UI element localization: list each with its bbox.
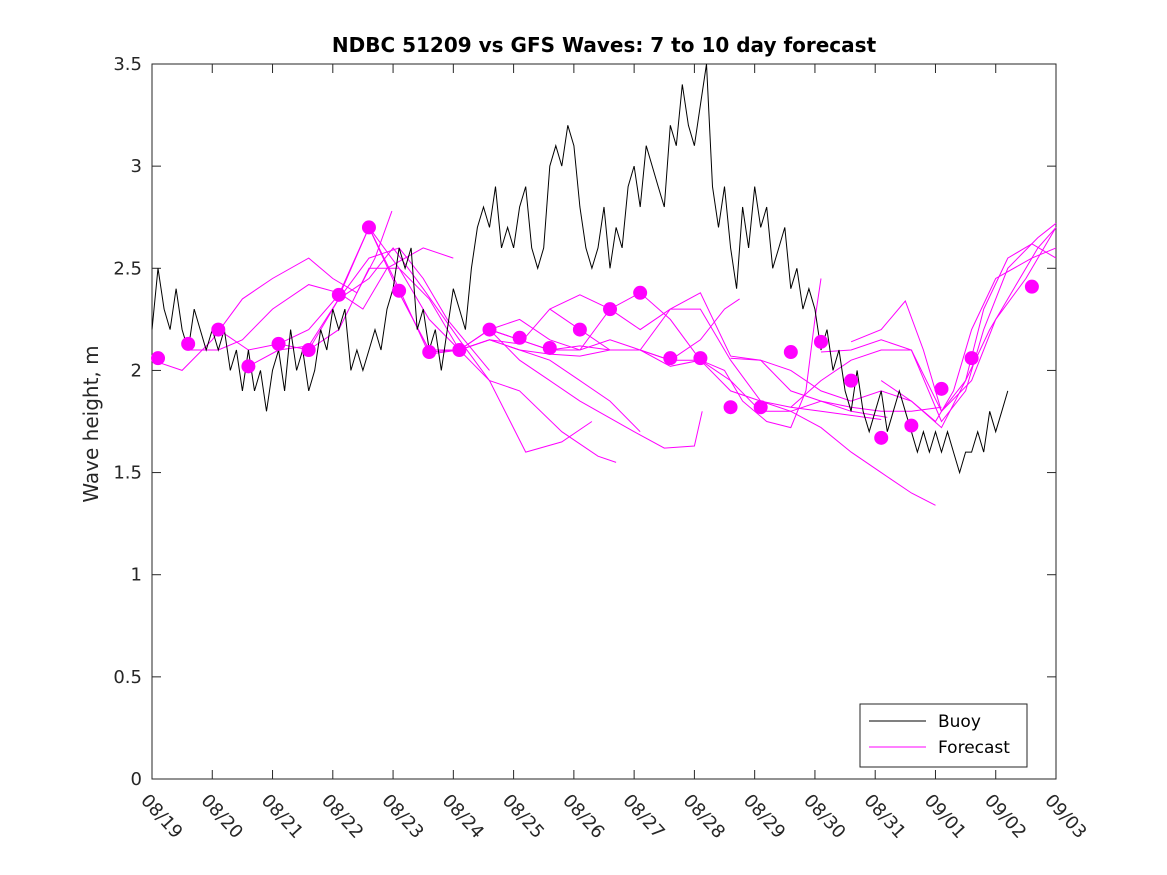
forecast-marker: [482, 322, 497, 337]
forecast-marker: [361, 220, 376, 235]
forecast-marker: [603, 302, 618, 317]
forecast-marker: [633, 285, 648, 300]
x-tick-label: 08/23: [377, 790, 427, 843]
forecast-marker: [542, 340, 557, 355]
forecast-line: [820, 222, 1057, 423]
x-tick-label: 08/22: [317, 790, 367, 843]
forecast-marker: [904, 418, 919, 433]
forecast-marker: [241, 359, 256, 374]
forecast-marker: [211, 322, 226, 337]
legend: Buoy Forecast: [859, 703, 1028, 768]
y-tick-label: 2.5: [113, 258, 142, 279]
chart-title: NDBC 51209 vs GFS Waves: 7 to 10 day for…: [332, 33, 877, 57]
x-tick-label: 09/03: [1040, 790, 1090, 843]
legend-box: [859, 703, 1028, 768]
forecast-line: [248, 247, 593, 453]
forecast-marker: [964, 351, 979, 366]
x-tick-label: 08/26: [558, 790, 608, 843]
y-tick-label: 3.5: [113, 54, 142, 75]
y-tick-label: 3: [131, 156, 142, 177]
x-tick-label: 08/31: [859, 790, 909, 843]
forecast-marker: [663, 351, 678, 366]
forecast-marker: [422, 345, 437, 360]
buoy-line: [151, 63, 1009, 475]
forecast-marker: [301, 343, 316, 357]
forecast-line: [218, 247, 490, 371]
forecast-marker: [151, 351, 166, 366]
legend-label-buoy: Buoy: [938, 712, 981, 732]
forecast-marker: [1024, 279, 1039, 294]
forecast-marker: [783, 345, 798, 360]
x-tick-label: 08/24: [438, 790, 488, 843]
x-tick-label: 08/30: [799, 790, 849, 843]
forecast-line: [850, 227, 1057, 413]
x-tick-label: 08/25: [498, 790, 548, 843]
forecast-line: [429, 308, 888, 418]
y-tick-label: 1: [131, 565, 142, 586]
forecast-marker: [181, 336, 196, 351]
forecast-marker: [844, 373, 859, 388]
forecast-marker: [874, 430, 889, 445]
x-tick-label: 08/20: [197, 790, 247, 843]
x-tick-label: 08/29: [739, 790, 789, 843]
forecast-marker: [934, 381, 949, 396]
y-tick-label: 0.5: [113, 667, 142, 688]
forecast-marker: [392, 283, 407, 298]
legend-label-forecast: Forecast: [938, 738, 1010, 758]
x-tick-label: 08/21: [257, 790, 307, 843]
forecast-marker: [753, 400, 768, 415]
forecast-marker: [331, 287, 346, 302]
x-tick-label: 09/01: [920, 790, 970, 843]
forecast-line: [790, 227, 1057, 413]
forecast-marker: [271, 336, 286, 351]
x-tick-label: 09/02: [980, 790, 1030, 843]
x-tick-label: 08/28: [679, 790, 729, 843]
x-tick-label: 08/27: [618, 790, 668, 843]
forecast-marker: [813, 334, 828, 349]
forecast-line: [278, 226, 617, 463]
y-tick-label: 2: [131, 360, 142, 381]
forecast-marker: [452, 343, 467, 357]
x-tick-label: 08/19: [136, 790, 186, 843]
forecast-line: [880, 243, 1057, 429]
y-tick-label: 1.5: [113, 463, 142, 484]
axes-frame: [151, 63, 1057, 780]
forecast-line: [188, 247, 454, 351]
forecast-marker: [723, 400, 738, 415]
forecast-marker: [693, 351, 708, 366]
forecast-line: [730, 247, 1057, 423]
y-tick-label: 0: [131, 769, 142, 790]
forecast-marker: [572, 322, 587, 337]
forecast-marker: [512, 330, 527, 345]
y-axis-label: Wave height, m: [79, 345, 103, 502]
forecast-line: [489, 292, 936, 506]
